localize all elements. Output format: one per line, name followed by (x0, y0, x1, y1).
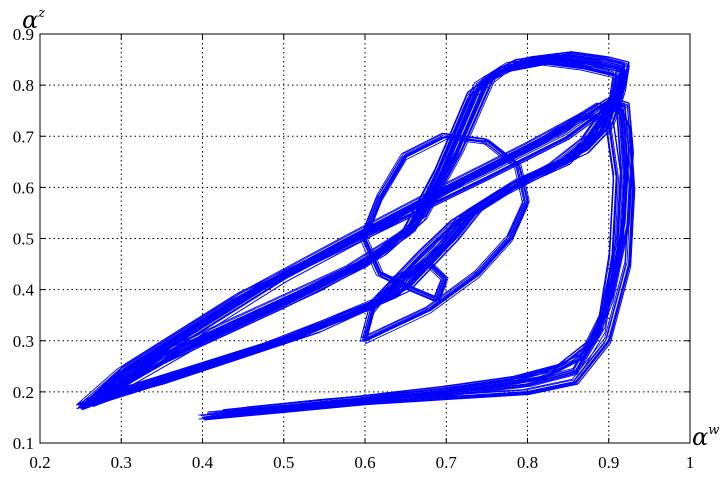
series-trajectory (359, 136, 524, 343)
y-tick-label: 0.8 (13, 76, 34, 95)
x-tick-label: 1 (686, 453, 695, 472)
x-tick-label: 0.9 (598, 453, 619, 472)
y-tick-label: 0.9 (13, 25, 34, 44)
series-trajectory (360, 132, 524, 339)
x-tick-label: 0.3 (111, 453, 132, 472)
series-trajectory (364, 133, 528, 339)
x-tick-label: 0.6 (354, 453, 375, 472)
x-tick-label: 0.7 (436, 453, 458, 472)
series-trajectory (106, 53, 632, 410)
series-group (76, 51, 636, 421)
y-tick-label: 0.1 (13, 434, 34, 453)
y-tick-label: 0.3 (13, 332, 34, 351)
y-tick-label: 0.2 (13, 383, 34, 402)
x-tick-label: 0.4 (192, 453, 214, 472)
series-trajectory (365, 135, 529, 342)
series-trajectory (108, 51, 634, 408)
x-tick-label: 0.8 (517, 453, 538, 472)
series-trajectory (102, 52, 628, 409)
y-tick-label: 0.5 (13, 230, 34, 249)
y-tick-label: 0.6 (13, 178, 34, 197)
x-tick-label: 0.5 (273, 453, 294, 472)
axis-ticks: 0.2 0.3 0.4 0.5 0.6 0.7 0.8 0.9 10.10.20.30.40.5… (13, 25, 695, 472)
x-tick-label: 0.2 (29, 453, 50, 472)
x-axis-label-sup: w (708, 423, 719, 438)
y-tick-label: 0.7 (13, 127, 35, 146)
x-axis-label-base: α (692, 423, 708, 451)
x-axis-label: αw (692, 423, 719, 451)
y-tick-label: 0.4 (13, 281, 35, 300)
y-axis-label-base: α (22, 6, 38, 34)
y-axis-label: αz (22, 6, 45, 34)
y-axis-label-sup: z (37, 6, 45, 21)
